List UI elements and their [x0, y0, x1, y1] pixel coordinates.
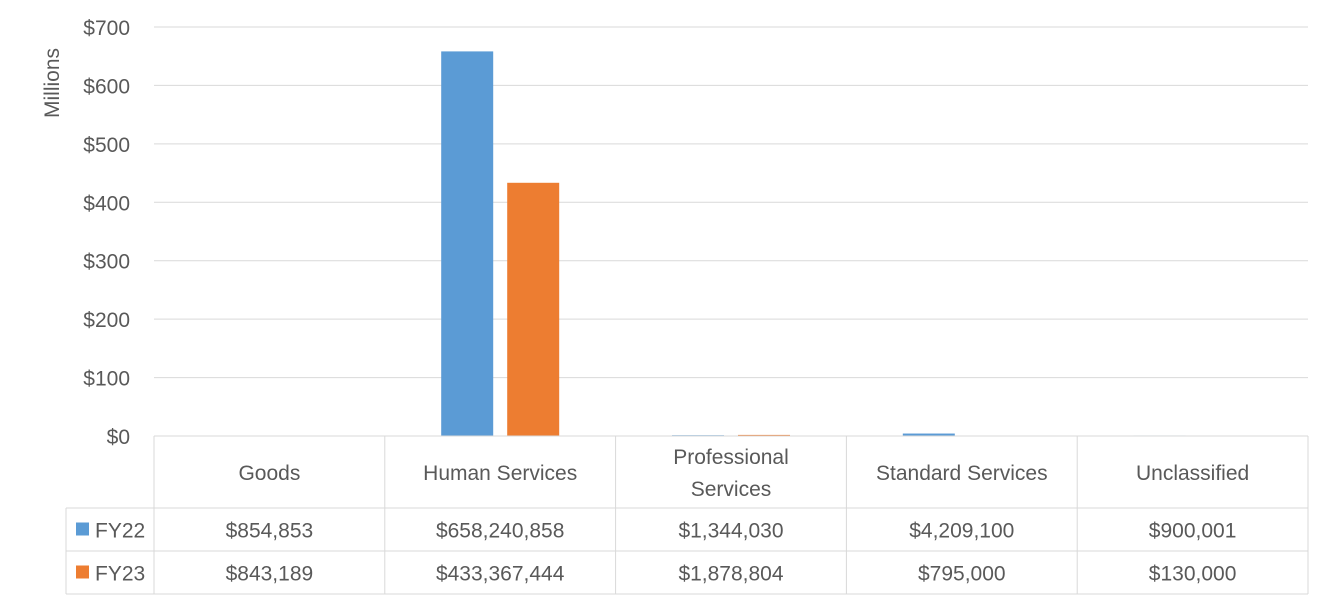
x-tick-label: Human Services — [423, 462, 577, 485]
y-tick-label: $500 — [83, 134, 130, 157]
x-tick-label: Goods — [238, 462, 300, 485]
y-tick-label: $600 — [83, 75, 130, 98]
data-label: $658,240,858 — [436, 520, 564, 543]
data-label: $4,209,100 — [909, 520, 1014, 543]
y-axis-ticks: $0 $100 $200 $300 $400 $500 $600 $700 — [83, 17, 130, 449]
x-tick-label: Unclassified — [1136, 462, 1249, 485]
data-label: $1,878,804 — [678, 563, 783, 586]
data-label: $900,001 — [1149, 520, 1237, 543]
gridlines — [154, 27, 1308, 378]
y-tick-label: $200 — [83, 309, 130, 332]
data-label: $843,189 — [226, 563, 314, 586]
y-tick-label: $100 — [83, 368, 130, 391]
bar-fy22-1 — [441, 51, 493, 436]
bars — [210, 51, 1251, 436]
legend-label: FY23 — [95, 563, 145, 586]
data-label: $433,367,444 — [436, 563, 565, 586]
data-label: $1,344,030 — [678, 520, 783, 543]
legend-key-fy22 — [76, 523, 89, 536]
data-label: $130,000 — [1149, 563, 1237, 586]
y-tick-label: $0 — [107, 426, 130, 449]
legend-label: FY22 — [95, 520, 145, 543]
y-tick-label: $700 — [83, 17, 130, 40]
data-label: $795,000 — [918, 563, 1006, 586]
y-tick-label: $300 — [83, 251, 130, 274]
y-axis-label: Millions — [41, 48, 64, 118]
bar-fy23-1 — [507, 183, 559, 436]
legend-key-fy23 — [76, 566, 89, 579]
x-tick-label: Standard Services — [876, 462, 1048, 485]
y-tick-label: $400 — [83, 192, 130, 215]
data-label: $854,853 — [226, 520, 314, 543]
